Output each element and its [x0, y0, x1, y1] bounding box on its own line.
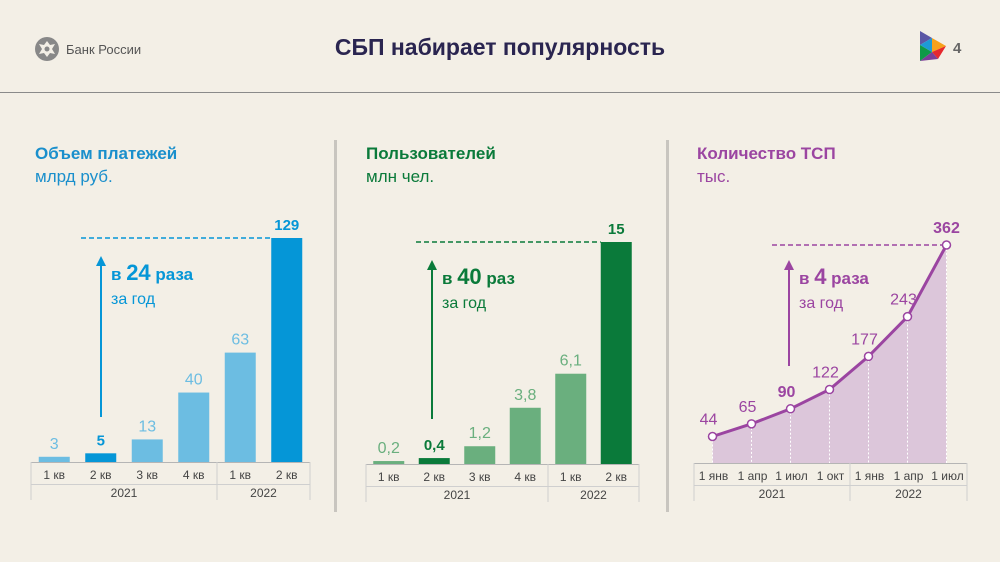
chart1-category-label: 4 кв: [183, 468, 205, 482]
chart1-unit: млрд руб.: [35, 167, 113, 186]
chart1-bar: [271, 238, 303, 462]
chart3-growth-label: в 4 раза: [799, 264, 869, 289]
chart1-category-label: 3 кв: [136, 468, 158, 482]
chart3-data-label: 65: [739, 399, 757, 416]
chart1-title: Объем платежей: [35, 144, 178, 163]
chart2-data-label: 15: [608, 221, 625, 238]
chart2-bar: [555, 373, 587, 464]
chart1-bar: [38, 456, 70, 462]
chart3-data-point: [902, 311, 913, 322]
chart2-unit: млн чел.: [366, 167, 435, 186]
chart1-category-label: 1 кв: [43, 468, 65, 482]
eagle-emblem-icon: [35, 37, 59, 61]
chart3-unit: тыс.: [697, 167, 731, 186]
chart2-data-label: 1,2: [469, 425, 491, 442]
chart3-growth-sublabel: за год: [799, 295, 844, 312]
chart2-year-label: 2022: [580, 488, 607, 502]
chart1-data-label: 3: [50, 436, 59, 453]
chart3-data-point: [863, 351, 874, 362]
chart2-category-label: 4 кв: [514, 470, 536, 484]
org-name: Банк России: [66, 41, 142, 57]
chart3-data-label: 122: [812, 365, 839, 382]
chart2-bar: [464, 446, 496, 464]
page-title: СБП набирает популярность: [334, 34, 666, 60]
chart3-year-label: 2021: [759, 487, 786, 501]
chart1-bar: [178, 392, 210, 462]
chart1-data-label: 63: [231, 332, 249, 349]
chart3-area: [712, 245, 947, 463]
chart2-data-label: 3,8: [514, 387, 536, 404]
panel-divider-1: [334, 140, 337, 512]
chart1-data-label: 129: [274, 217, 299, 234]
chart3-category-label: 1 окт: [817, 469, 845, 483]
chart1-data-label: 5: [97, 432, 105, 449]
chart1-bar: [224, 352, 256, 462]
sbp-logo-icon: [920, 31, 946, 61]
chart3-data-label: 90: [778, 384, 796, 401]
chart3-category-label: 1 апр: [894, 469, 924, 483]
chart2-growth-label: в 40 раз: [442, 264, 515, 289]
chart2-category-label: 2 кв: [423, 470, 445, 484]
chart2-growth-sublabel: за год: [442, 295, 487, 312]
chart1-category-label: 1 кв: [229, 468, 251, 482]
chart3-data-label: 177: [851, 331, 878, 348]
chart2-bar: [509, 407, 541, 464]
chart2-growth-arrowhead: [427, 260, 437, 270]
chart2-category-label: 3 кв: [469, 470, 491, 484]
chart3-data-point: [785, 404, 796, 414]
chart2-title: Пользователей: [366, 144, 496, 163]
chart2-category-label: 1 кв: [378, 470, 400, 484]
chart2-category-label: 2 кв: [605, 470, 627, 484]
chart1-growth-label: в 24 раза: [111, 260, 194, 285]
chart1-bar: [131, 439, 163, 462]
chart3-data-point: [707, 431, 718, 442]
header: Банк России СБП набирает популярность 4: [0, 0, 1000, 93]
chart3-growth-arrowhead: [784, 260, 794, 270]
page-number: 4: [953, 40, 962, 57]
bank-logo: Банк России: [34, 36, 141, 62]
chart1-bar: [85, 453, 117, 462]
chart3-title: Количество ТСП: [697, 144, 836, 163]
chart2-bar: [373, 461, 405, 464]
chart1-category-label: 2 кв: [90, 468, 112, 482]
chart2-data-label: 0,4: [424, 437, 446, 454]
chart3-category-label: 1 июл: [931, 469, 963, 483]
chart3-category-label: 1 янв: [699, 469, 729, 483]
chart3-data-label: 362: [933, 220, 960, 237]
chart3-data-point: [941, 240, 952, 250]
chart2-bar: [418, 458, 450, 464]
chart1-year-label: 2021: [111, 486, 138, 500]
chart1-data-label: 40: [185, 372, 203, 389]
chart3-data-label: 44: [700, 412, 718, 429]
chart3-data-label: 243: [890, 292, 917, 309]
chart1-year-label: 2022: [250, 486, 277, 500]
chart2-data-label: 6,1: [560, 353, 582, 370]
chart2-year-label: 2021: [444, 488, 471, 502]
chart2-category-label: 1 кв: [560, 470, 582, 484]
panel-divider-2: [666, 140, 669, 512]
chart3-data-point: [824, 384, 835, 395]
chart2-bar: [600, 242, 632, 464]
chart1-category-label: 2 кв: [276, 468, 298, 482]
chart3-data-point: [746, 419, 757, 429]
chart3-year-label: 2022: [895, 487, 922, 501]
chart3-category-label: 1 янв: [855, 469, 885, 483]
chart3-category-label: 1 июл: [775, 469, 807, 483]
chart3-category-label: 1 апр: [738, 469, 768, 483]
chart2-data-label: 0,2: [378, 440, 400, 457]
chart1-growth-arrowhead: [96, 256, 106, 266]
chart1-growth-sublabel: за год: [111, 291, 156, 308]
chart1-data-label: 13: [138, 418, 156, 435]
